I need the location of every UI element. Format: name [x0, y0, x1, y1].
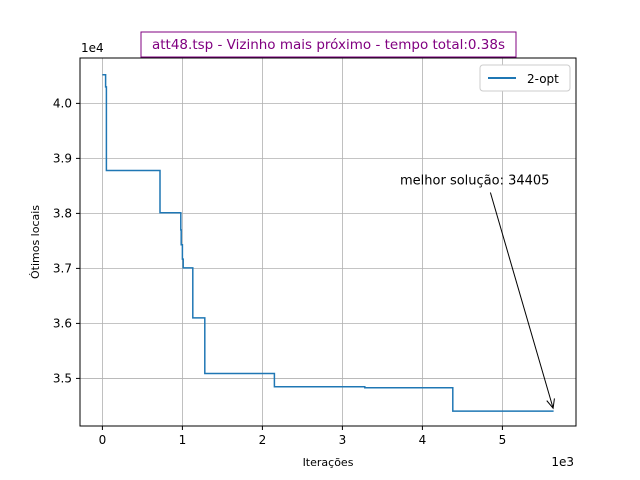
y-axis-label: Ótimos locais — [29, 205, 42, 279]
legend-box — [479, 64, 571, 92]
annotation-arrow — [489, 192, 554, 409]
legend: 2-opt — [479, 64, 571, 92]
chart-title: att48.tsp - Vizinho mais próximo - tempo… — [152, 37, 505, 53]
y-tick-label: 3.7 — [53, 261, 72, 275]
x-tick-label: 0 — [99, 433, 107, 447]
y-tick-label: 3.6 — [53, 316, 72, 330]
y-tick-label: 3.9 — [53, 151, 72, 165]
plot-area — [102, 74, 554, 412]
x-axis-label: Iterações — [303, 456, 354, 469]
y-tick-label: 3.8 — [53, 206, 72, 220]
x-offset-label: 1e3 — [551, 455, 574, 469]
x-tick-label: 5 — [499, 433, 507, 447]
y-tick-label: 3.5 — [53, 371, 72, 385]
x-tick-label: 3 — [339, 433, 347, 447]
plot-frame — [79, 57, 577, 427]
axis-ticks: 0 1 2 3 4 5 3.5 3.6 3.7 3.8 3.9 4.0 — [53, 96, 506, 447]
x-tick-label: 4 — [419, 433, 427, 447]
x-tick-label: 2 — [259, 433, 267, 447]
y-tick-label: 4.0 — [53, 96, 72, 110]
series-line-2-opt — [102, 74, 554, 412]
y-offset-label: 1e4 — [81, 41, 104, 55]
annotation: melhor solução: 34405 — [400, 173, 555, 410]
grid — [80, 58, 576, 426]
annotation-arrowhead — [546, 398, 555, 410]
title-box — [140, 31, 517, 58]
legend-label: 2-opt — [527, 72, 559, 86]
annotation-text: melhor solução: 34405 — [400, 173, 549, 188]
x-tick-label: 1 — [179, 433, 187, 447]
